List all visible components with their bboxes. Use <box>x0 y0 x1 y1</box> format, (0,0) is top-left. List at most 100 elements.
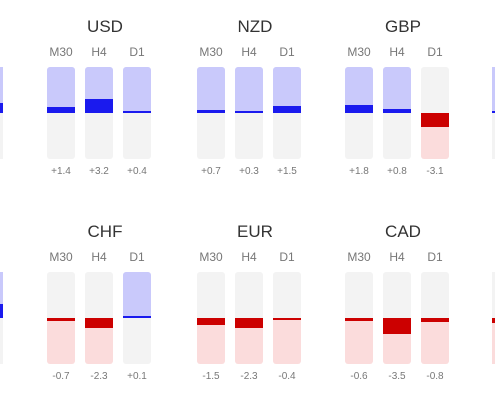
edge-strength-bar-left-top[interactable] <box>0 67 3 159</box>
bar-neutral-zone <box>123 113 151 159</box>
timeframe-label-h4: H4 <box>241 45 257 59</box>
currency-label: EUR <box>237 222 273 241</box>
edge-strength-bar-right-top[interactable] <box>492 67 495 159</box>
bar-neutral-zone <box>85 272 113 318</box>
strength-bar-m30[interactable] <box>47 272 75 364</box>
strength-bar-m30[interactable] <box>47 67 75 159</box>
bar-neutral-zone <box>273 272 301 318</box>
bar-neutral-zone <box>47 113 75 159</box>
timeframe-label-m30: M30 <box>199 45 223 59</box>
strength-value-h4: -2.3 <box>240 371 258 382</box>
strength-bar-d1[interactable] <box>273 272 301 364</box>
bar-strength-marker <box>345 105 373 113</box>
currency-label: USD <box>87 17 123 36</box>
strength-bar-d1[interactable] <box>123 67 151 159</box>
bar-neutral-zone <box>383 272 411 318</box>
strength-bar-m30[interactable] <box>345 67 373 159</box>
currency-label: CAD <box>385 222 421 241</box>
strength-value-d1: +1.5 <box>277 166 297 177</box>
bar-strength-marker <box>123 111 151 113</box>
bar-negative-zone <box>273 318 301 364</box>
bar-neutral-zone <box>235 113 263 159</box>
bar-positive-zone <box>197 67 225 113</box>
timeframe-label-m30: M30 <box>347 45 371 59</box>
bar-positive-zone <box>273 67 301 113</box>
timeframe-label-m30: M30 <box>199 250 223 264</box>
strength-bar-h4[interactable] <box>383 67 411 159</box>
strength-value-m30: -0.7 <box>52 371 70 382</box>
bar-neutral-zone <box>345 272 373 318</box>
timeframe-label-h4: H4 <box>389 250 405 264</box>
bar-neutral-zone <box>123 318 151 364</box>
timeframe-label-d1: D1 <box>129 45 145 59</box>
timeframe-label-m30: M30 <box>347 250 371 264</box>
timeframe-label-m30: M30 <box>49 45 73 59</box>
bar-neutral-zone <box>197 272 225 318</box>
bar-strength-marker <box>273 106 301 113</box>
bar-neutral-zone <box>492 113 495 159</box>
timeframe-label-h4: H4 <box>91 250 107 264</box>
strength-value-h4: +0.3 <box>239 166 259 177</box>
edge-strength-bar-left-bottom[interactable] <box>0 272 3 364</box>
strength-bar-d1[interactable] <box>421 272 449 364</box>
strength-value-h4: +3.2 <box>89 166 109 177</box>
strength-bar-d1[interactable] <box>123 272 151 364</box>
strength-bar-m30[interactable] <box>197 67 225 159</box>
bar-positive-zone <box>47 67 75 113</box>
strength-bar-m30[interactable] <box>345 272 373 364</box>
strength-value-h4: +0.8 <box>387 166 407 177</box>
bar-strength-marker <box>0 304 3 318</box>
currency-label: CHF <box>87 222 123 241</box>
bar-negative-zone <box>492 318 495 364</box>
bar-strength-marker <box>421 113 449 127</box>
strength-bar-h4[interactable] <box>85 67 113 159</box>
bar-strength-marker <box>47 318 75 321</box>
strength-value-d1: +0.4 <box>127 166 147 177</box>
bar-strength-marker <box>197 110 225 113</box>
edge-strength-bar-right-bottom[interactable] <box>492 272 495 364</box>
strength-value-m30: -0.6 <box>350 371 368 382</box>
bar-negative-zone <box>345 318 373 364</box>
bar-strength-marker <box>85 318 113 328</box>
bar-negative-zone <box>421 318 449 364</box>
bar-neutral-zone <box>47 272 75 318</box>
timeframe-label-m30: M30 <box>49 250 73 264</box>
timeframe-label-d1: D1 <box>427 45 443 59</box>
strength-value-m30: -1.5 <box>202 371 220 382</box>
strength-bar-m30[interactable] <box>197 272 225 364</box>
bar-strength-marker <box>273 318 301 320</box>
currency-label: GBP <box>385 17 421 36</box>
bar-neutral-zone <box>421 272 449 318</box>
timeframe-label-h4: H4 <box>91 45 107 59</box>
timeframe-label-h4: H4 <box>241 250 257 264</box>
strength-bar-h4[interactable] <box>383 272 411 364</box>
bar-strength-marker <box>383 109 411 113</box>
bar-strength-marker <box>492 111 495 113</box>
bar-neutral-zone <box>235 272 263 318</box>
bar-positive-zone <box>123 67 151 113</box>
bar-strength-marker <box>47 107 75 113</box>
bar-neutral-zone <box>345 113 373 159</box>
strength-value-d1: -0.8 <box>426 371 444 382</box>
bar-strength-marker <box>85 99 113 113</box>
strength-value-m30: +1.4 <box>51 166 71 177</box>
bar-strength-marker <box>345 318 373 321</box>
bar-strength-marker <box>197 318 225 325</box>
bar-strength-marker <box>235 111 263 113</box>
bar-positive-zone <box>492 67 495 113</box>
bar-positive-zone <box>123 272 151 318</box>
bar-strength-marker <box>421 318 449 322</box>
strength-value-d1: -3.1 <box>426 166 444 177</box>
strength-value-d1: -0.4 <box>278 371 296 382</box>
strength-bar-h4[interactable] <box>235 67 263 159</box>
strength-value-m30: +1.8 <box>349 166 369 177</box>
strength-bar-h4[interactable] <box>235 272 263 364</box>
strength-bar-h4[interactable] <box>85 272 113 364</box>
bar-neutral-zone <box>197 113 225 159</box>
bar-strength-marker <box>383 318 411 334</box>
currency-label: NZD <box>237 17 273 36</box>
strength-bar-d1[interactable] <box>421 67 449 159</box>
bar-neutral-zone <box>0 318 3 364</box>
bar-neutral-zone <box>0 113 3 159</box>
strength-bar-d1[interactable] <box>273 67 301 159</box>
